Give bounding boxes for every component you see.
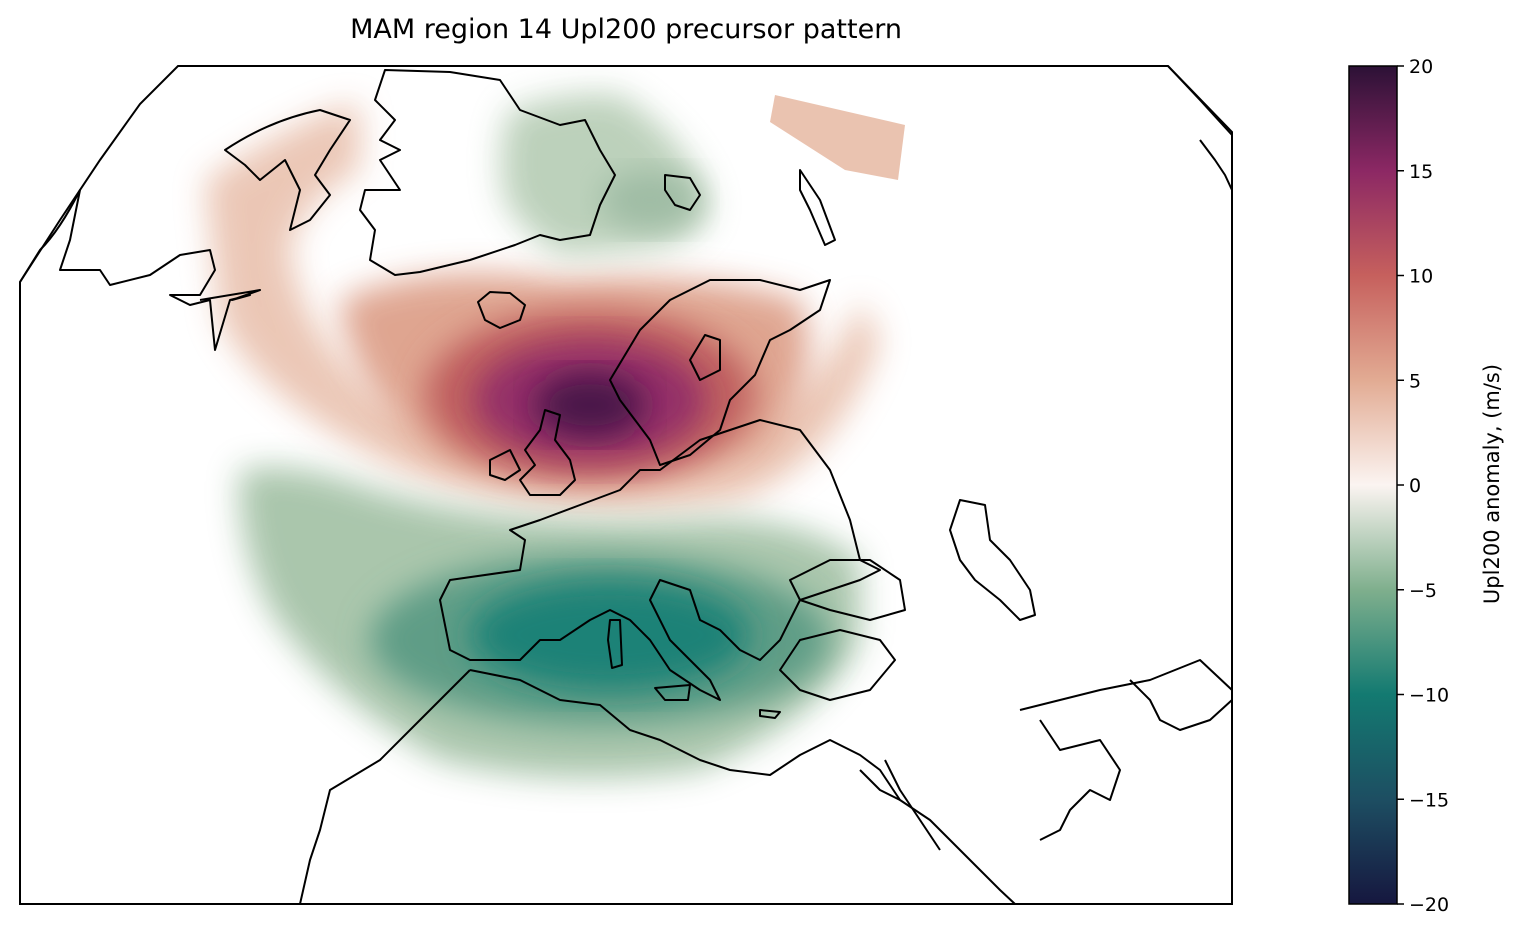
west-africa-coast: [299, 669, 471, 905]
colorbar-label: Upl200 anomaly, (m/s): [1480, 363, 1504, 605]
greenland-coast: [359, 69, 616, 276]
north-america-coast: [19, 189, 261, 351]
greenland-negative: [501, 94, 710, 255]
colorbar-tick-label: 5: [1409, 370, 1421, 392]
arabian-peninsula-coast: [1019, 659, 1233, 841]
gulf-of-bothnia-coast: [689, 334, 721, 381]
map-title: MAM region 14 Upl200 precursor pattern: [350, 14, 902, 45]
colorbar: 20 15 10 5 0 −5 −10 −15 −20: [1348, 56, 1449, 916]
great-britain-coast: [519, 409, 576, 496]
colorbar-tick-label: −10: [1409, 685, 1449, 707]
red-sea-coast: [859, 759, 941, 851]
novaya-zemlya-coast: [799, 169, 836, 246]
black-sea-coast: [789, 559, 906, 621]
sicily-coast: [654, 684, 691, 701]
arctic-russia-coast: [1167, 65, 1233, 191]
colorbar-tick-label: −5: [1409, 580, 1437, 602]
colorbar-tick-label: 15: [1409, 161, 1433, 183]
continental-europe-coast: [439, 419, 881, 701]
greenland-negative-core: [600, 170, 700, 230]
negative-core: [470, 580, 750, 690]
canadian-arctic-coast: [224, 109, 351, 231]
coastlines: [19, 65, 1233, 905]
iceland-coast: [477, 291, 526, 329]
turkey-coast: [779, 629, 896, 701]
colorbar-ticks: 20 15 10 5 0 −5 −10 −15 −20: [1397, 56, 1449, 916]
caspian-sea-coast: [949, 499, 1036, 621]
colorbar-tick-label: −20: [1409, 894, 1449, 916]
positive-arc-ne: [770, 95, 905, 180]
corsica-sardinia-coast: [607, 619, 623, 669]
colorbar-body: [1348, 65, 1398, 905]
colorbar-tick-label: 0: [1409, 475, 1421, 497]
scandinavia-coast: [609, 279, 831, 466]
anomaly-field: [205, 94, 905, 778]
cyprus-coast: [759, 709, 781, 719]
positive-core: [535, 373, 645, 437]
north-africa-coast: [469, 669, 1016, 905]
colorbar-tick-label: 10: [1409, 266, 1433, 288]
colorbar-tick-label: 20: [1409, 56, 1433, 78]
persian-gulf-coast: [1129, 679, 1233, 731]
positive-arc-outer: [205, 104, 880, 511]
colorbar-tick-label: −15: [1409, 789, 1449, 811]
ireland-coast: [489, 449, 521, 481]
svalbard-coast: [664, 174, 701, 211]
map-frame: [19, 65, 1233, 905]
